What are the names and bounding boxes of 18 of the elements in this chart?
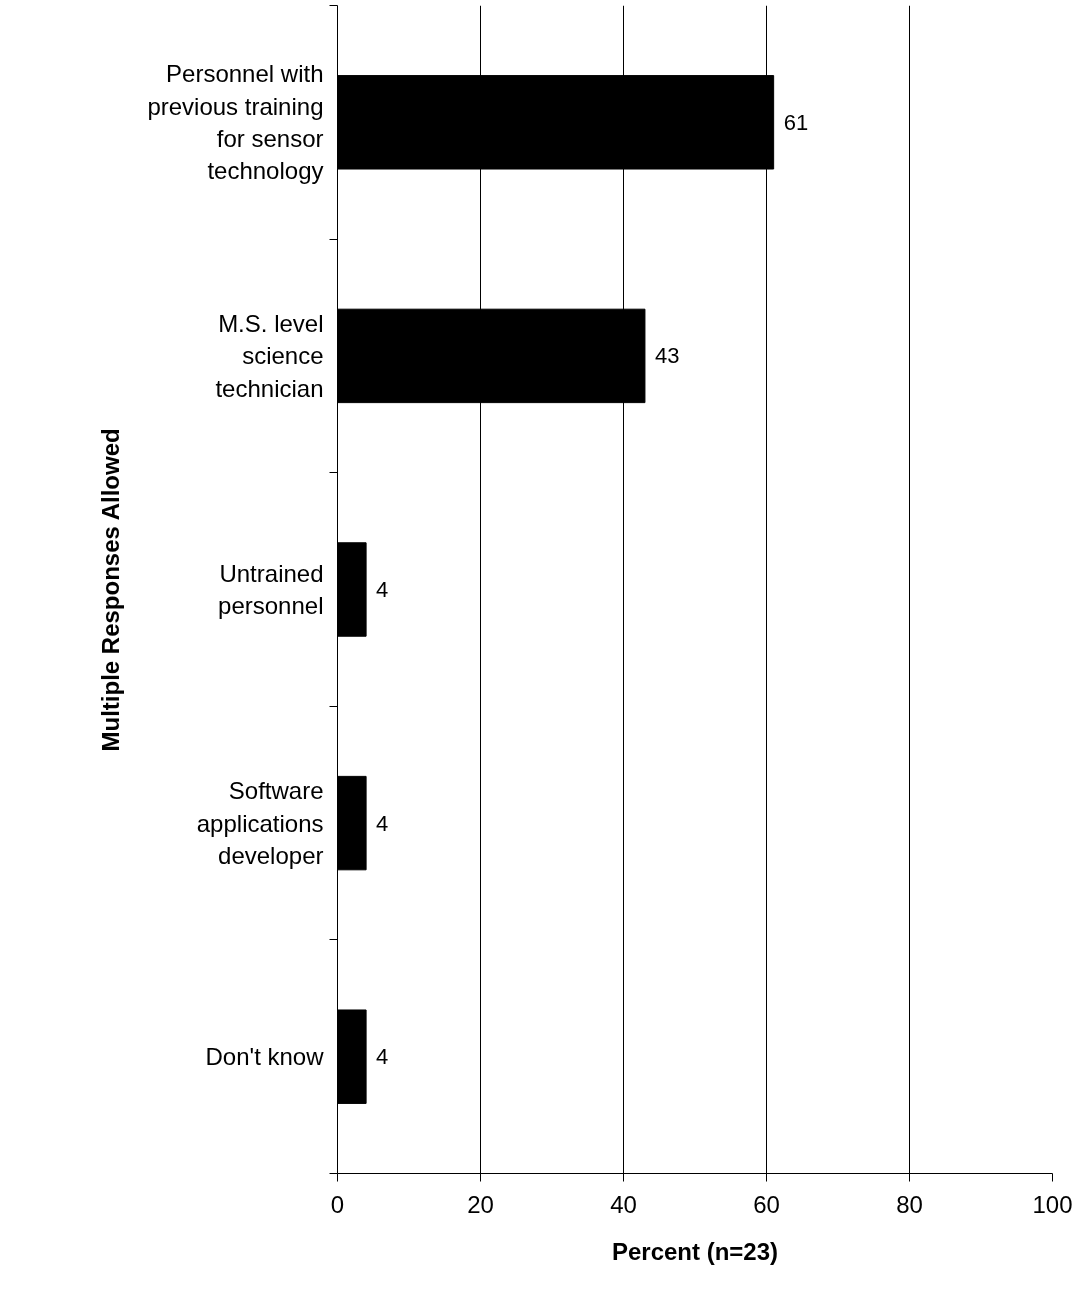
x-tick-label: 60 (753, 1190, 780, 1218)
x-tick-label: 0 (330, 1190, 345, 1218)
y-tick-label: M.S. level science technician (215, 310, 324, 402)
x-tick-label: 20 (467, 1190, 494, 1218)
x-tick-label: 100 (1032, 1190, 1073, 1218)
x-tick-label: 80 (896, 1190, 923, 1218)
x-tick-label: 40 (610, 1190, 637, 1218)
x-axis-title: Percent (n=23) (611, 1237, 779, 1265)
data-label: 4 (376, 810, 389, 836)
data-label: 43 (654, 343, 680, 369)
y-tick-label: Untrained personnel (218, 559, 324, 620)
y-axis-title: Multiple Responses Allowed (97, 428, 125, 752)
y-tick-label: Personnel with previous training for sensor technology (147, 60, 324, 185)
y-tick-label: Software applications developer (196, 777, 324, 869)
y-tick-label: Don't know (205, 1043, 325, 1071)
data-label: 61 (783, 109, 809, 135)
data-label: 4 (376, 1044, 389, 1070)
data-label: 4 (376, 577, 389, 602)
